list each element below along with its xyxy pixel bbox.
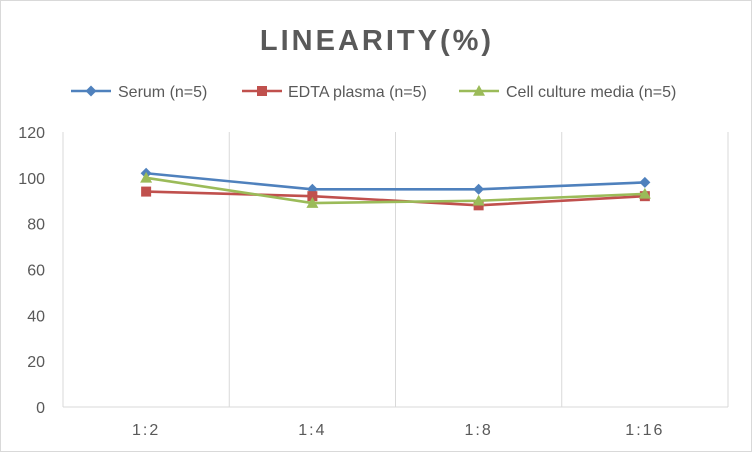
y-tick-label: 20 — [27, 354, 45, 371]
data-point — [140, 171, 153, 183]
legend-item-3: Cell culture media (n=5) — [459, 84, 676, 101]
data-point — [638, 187, 651, 199]
y-tick-label: 120 — [18, 125, 45, 142]
y-tick-label: 40 — [27, 308, 45, 325]
plot-area: 0 20 40 60 80 100 120 1:2 1:4 1:8 1:16 — [18, 125, 729, 439]
legend-label: EDTA plasma (n=5) — [288, 84, 427, 101]
series-line — [146, 171, 645, 191]
data-point — [141, 186, 152, 197]
y-tick-label: 0 — [36, 400, 45, 417]
y-tick-label: 60 — [27, 263, 45, 280]
legend-marker — [257, 86, 267, 96]
legend: Serum (n=5) EDTA plasma (n=5) Cell culture… — [71, 84, 676, 101]
data-point — [306, 197, 319, 208]
legend-marker — [85, 85, 97, 97]
legend-marker — [473, 85, 485, 96]
x-tick-label: 1:2 — [132, 422, 160, 439]
x-tick-label: 1:8 — [465, 422, 493, 439]
series-line — [145, 176, 645, 205]
y-tick-label: 80 — [27, 217, 45, 234]
y-tick-label: 100 — [18, 171, 45, 188]
x-tick-label: 1:4 — [298, 422, 326, 439]
data-point — [472, 194, 485, 206]
legend-item-2: EDTA plasma (n=5) — [242, 84, 427, 101]
data-point — [307, 191, 318, 202]
chart-title: LINEARITY(%) — [260, 25, 494, 57]
legend-label: Serum (n=5) — [118, 84, 207, 101]
data-point — [473, 183, 485, 195]
data-point — [639, 176, 651, 188]
series-3 — [140, 171, 651, 208]
legend-label: Cell culture media (n=5) — [506, 84, 676, 101]
legend-item-1: Serum (n=5) — [71, 84, 207, 101]
x-tick-label: 1:16 — [625, 422, 664, 439]
